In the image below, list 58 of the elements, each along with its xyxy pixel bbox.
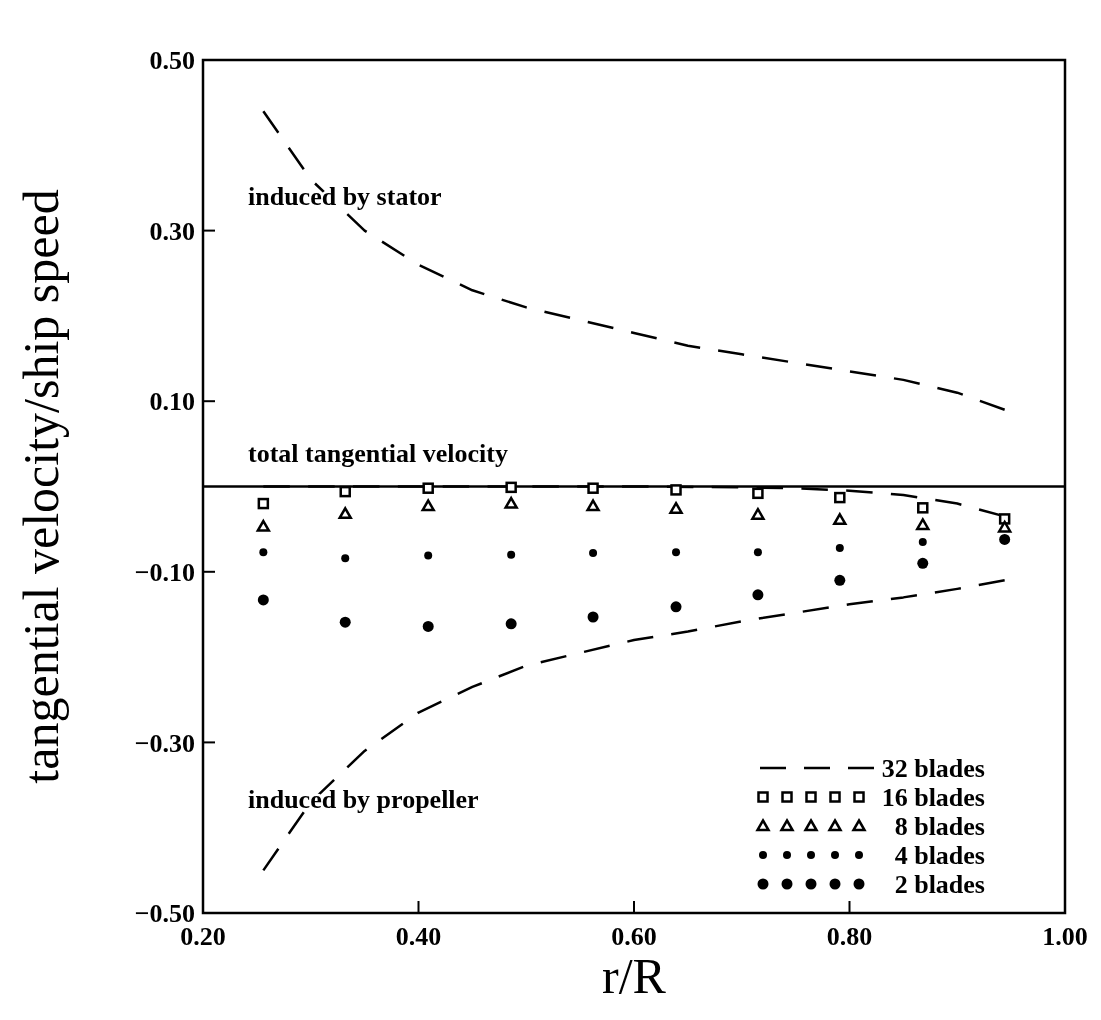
- point: [424, 551, 433, 560]
- point: [917, 557, 929, 569]
- x-tick-label: 1.00: [1042, 922, 1088, 951]
- point: [752, 589, 764, 601]
- y-tick-label: −0.10: [134, 557, 195, 587]
- legend-label: 32 blades: [881, 754, 985, 784]
- point: [505, 618, 517, 630]
- y-tick-label: 0.30: [149, 216, 195, 246]
- point: [507, 550, 516, 559]
- point: [587, 482, 599, 494]
- point: [670, 484, 682, 496]
- legend-label: 8 blades: [894, 812, 985, 842]
- point: [589, 549, 598, 558]
- point: [338, 507, 352, 520]
- point: [917, 502, 929, 514]
- y-tick-label: −0.30: [134, 728, 195, 758]
- point: [587, 611, 599, 623]
- point: [586, 499, 600, 512]
- x-tick-label: 0.60: [611, 922, 657, 951]
- point: [916, 518, 930, 531]
- point: [505, 481, 517, 494]
- point: [504, 496, 518, 509]
- x-tick-label: 0.80: [826, 922, 873, 951]
- point: [339, 485, 351, 498]
- point: [672, 548, 681, 557]
- annotation: total tangential velocity: [248, 439, 508, 468]
- point: [422, 620, 434, 632]
- point: [257, 594, 269, 606]
- point: [834, 574, 846, 586]
- point: [670, 601, 682, 613]
- point: [339, 616, 351, 628]
- point: [257, 497, 270, 510]
- point: [835, 543, 844, 552]
- y-axis-title: tangential velocity/ship speed: [13, 189, 69, 784]
- legend-label: 16 blades: [881, 783, 985, 813]
- legend-label: 4 blades: [894, 841, 985, 871]
- point: [997, 520, 1012, 533]
- point: [834, 491, 846, 504]
- y-tick-label: 0.10: [149, 387, 195, 417]
- point: [999, 533, 1011, 545]
- point: [751, 507, 765, 520]
- annotation: induced by propeller: [248, 785, 479, 814]
- x-axis-title: r/R: [602, 948, 667, 1004]
- point: [341, 554, 350, 563]
- point: [752, 487, 764, 500]
- legend-label: 2 blades: [894, 870, 985, 900]
- y-tick-label: 0.50: [149, 46, 195, 76]
- annotation: induced by stator: [248, 182, 442, 211]
- x-tick-label: 0.40: [395, 922, 442, 951]
- point: [259, 548, 268, 557]
- point: [753, 548, 762, 557]
- point: [669, 501, 683, 514]
- point: [833, 513, 847, 526]
- point: [256, 519, 271, 532]
- point: [422, 482, 434, 494]
- point: [421, 499, 435, 512]
- point: [998, 513, 1011, 525]
- point: [918, 537, 927, 546]
